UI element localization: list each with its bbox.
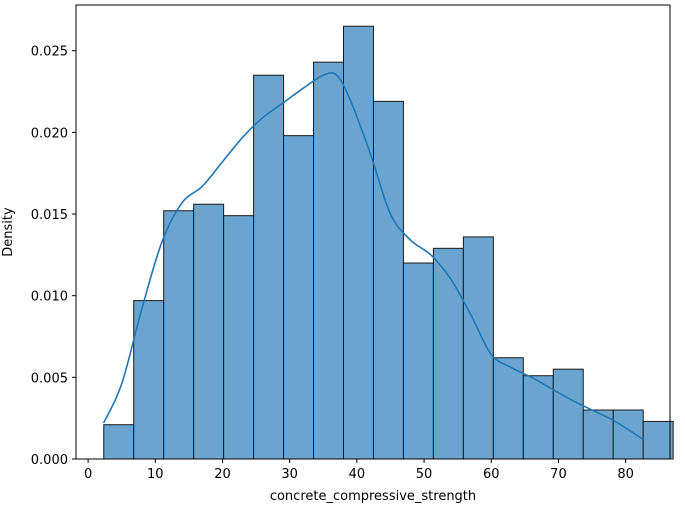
- histogram-bars: [103, 25, 674, 460]
- y-tick-label: 0.025: [31, 45, 68, 60]
- histogram-bar: [343, 25, 374, 460]
- y-axis-ticks: 0.000 0.005 0.010 0.015 0.020 0.025: [31, 45, 76, 468]
- y-tick-label: 0.020: [31, 126, 68, 141]
- x-axis-label: concrete_compressive_strength: [270, 489, 476, 504]
- histogram-bar: [432, 247, 464, 460]
- histogram-bar: [612, 409, 644, 460]
- histogram-bar: [522, 375, 554, 460]
- x-tick-label: 20: [214, 467, 231, 482]
- y-axis-label: Density: [1, 207, 16, 257]
- y-tick-label: 0.005: [31, 371, 68, 386]
- x-tick-label: 70: [550, 467, 567, 482]
- histogram-bar: [642, 420, 674, 460]
- x-tick-label: 80: [617, 467, 634, 482]
- x-tick-label: 40: [349, 467, 366, 482]
- histogram-bar: [462, 236, 494, 460]
- histogram-bar: [552, 368, 584, 460]
- y-tick-label: 0.010: [31, 290, 68, 305]
- histogram-bar: [133, 300, 165, 460]
- histogram-bar: [103, 424, 135, 460]
- histogram-bar: [372, 100, 404, 460]
- histogram-bar: [253, 74, 285, 460]
- kde-line: [102, 72, 644, 441]
- y-tick-label: 0.015: [31, 208, 68, 223]
- histogram-bar: [163, 210, 195, 460]
- histogram-bar: [492, 357, 524, 460]
- x-tick-label: 0: [84, 467, 92, 482]
- x-tick-label: 30: [281, 467, 298, 482]
- x-tick-label: 60: [483, 467, 500, 482]
- histogram-bar: [223, 215, 255, 460]
- x-tick-label: 50: [416, 467, 433, 482]
- histogram-bar: [313, 61, 345, 460]
- x-axis-ticks: 0 10 20 30 40 50 60 70 80: [84, 459, 634, 482]
- x-tick-label: 10: [147, 467, 164, 482]
- histogram-bar: [193, 203, 225, 460]
- y-tick-label: 0.000: [31, 453, 68, 468]
- histogram-bar: [283, 135, 315, 460]
- histogram-bar: [402, 262, 434, 460]
- plot-frame: [75, 4, 671, 460]
